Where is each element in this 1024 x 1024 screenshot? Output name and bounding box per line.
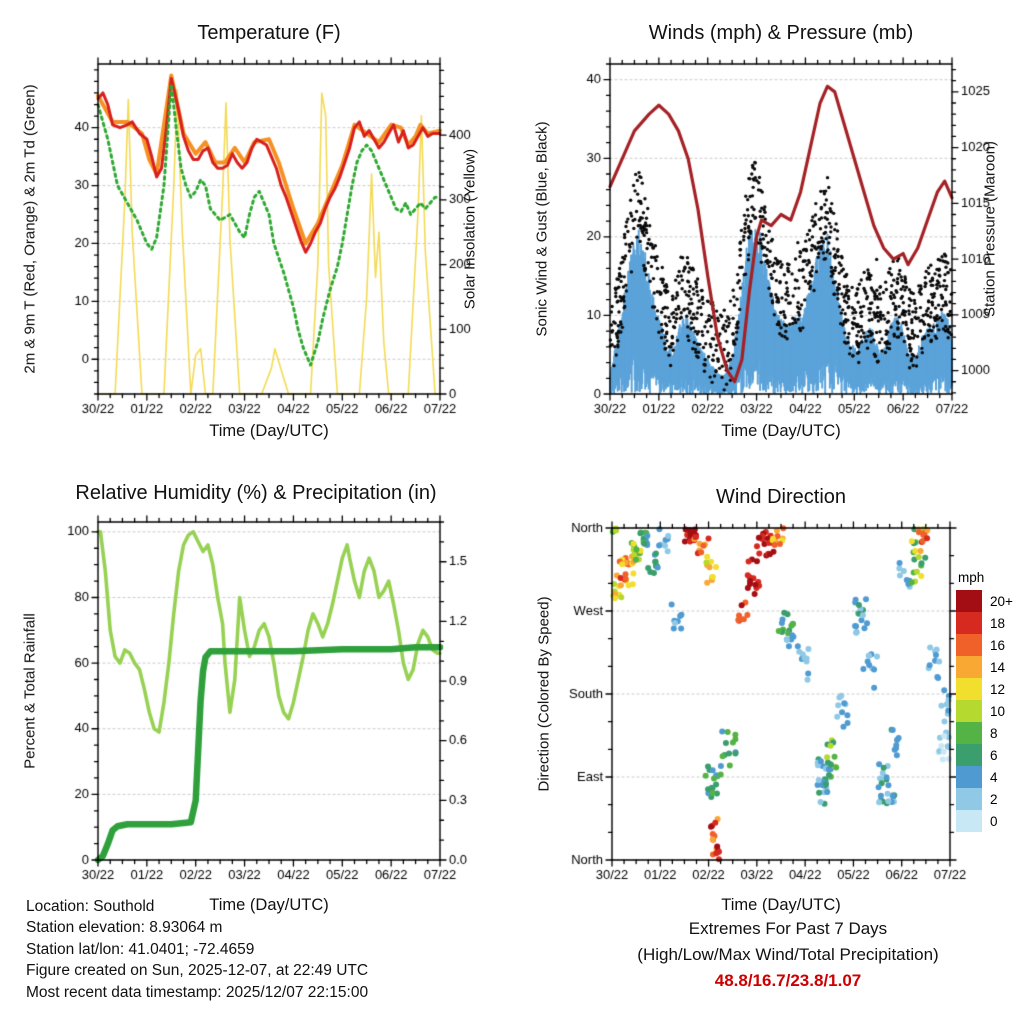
winds-xlabel: Time (Day/UTC) bbox=[721, 422, 841, 440]
colorbar-cell: 0 bbox=[956, 810, 1013, 832]
station-location: Location: Southold bbox=[26, 898, 155, 915]
humidity-ylabel-left: Percent & Total Rainfall bbox=[21, 613, 39, 769]
humidity-precip-panel: Relative Humidity (%) & Precipitation (i… bbox=[8, 474, 504, 936]
speed-colorbar: mph 20+ 18 16 14 12 10 8 6 4 2 0 bbox=[956, 570, 1013, 832]
colorbar-swatch bbox=[956, 612, 982, 634]
colorbar-label: 10 bbox=[990, 703, 1006, 719]
colorbar-swatch bbox=[956, 766, 982, 788]
station-elevation: Station elevation: 8.93064 m bbox=[26, 919, 223, 937]
colorbar-cell: 18 bbox=[956, 612, 1013, 634]
colorbar-swatch bbox=[956, 744, 982, 766]
temperature-chart bbox=[8, 2, 504, 472]
colorbar-swatch bbox=[956, 678, 982, 700]
temperature-ylabel-left: 2m & 9m T (Red, Orange) & 2m Td (Green) bbox=[21, 84, 39, 374]
winds-pressure-chart bbox=[520, 2, 1016, 472]
wind-direction-ylabel-left: Direction (Colored By Speed) bbox=[535, 596, 553, 792]
extremes-values: 48.8/16.7/23.8/1.07 bbox=[714, 971, 862, 990]
station-latlon: Station lat/lon: 41.0401; -72.4659 bbox=[26, 940, 255, 958]
winds-pressure-panel: Winds (mph) & Pressure (mb) Sonic Wind &… bbox=[520, 2, 1016, 472]
colorbar-swatch bbox=[956, 700, 982, 722]
colorbar-swatch bbox=[956, 810, 982, 832]
temperature-ylabel-right: Solar Insolation (Yellow) bbox=[461, 148, 479, 310]
station-info: Location: Southold Station elevation: 8.… bbox=[26, 896, 368, 1003]
colorbar-swatch bbox=[956, 656, 982, 678]
humidity-xlabel: Time (Day/UTC) bbox=[209, 896, 329, 914]
winds-ylabel-right: Station Pressure (Maroon) bbox=[981, 141, 999, 317]
colorbar-cell: 8 bbox=[956, 722, 1013, 744]
temperature-xlabel: Time (Day/UTC) bbox=[209, 422, 329, 440]
extremes-subtitle: (High/Low/Max Wind/Total Precipitation) bbox=[637, 945, 939, 964]
colorbar-cell: 4 bbox=[956, 766, 1013, 788]
wind-direction-panel: Wind Direction Direction (Colored By Spe… bbox=[520, 474, 1016, 936]
humidity-precip-chart bbox=[8, 474, 504, 936]
colorbar-cell: 6 bbox=[956, 744, 1013, 766]
humidity-precip-title: Relative Humidity (%) & Precipitation (i… bbox=[75, 482, 437, 504]
colorbar-label: 12 bbox=[990, 681, 1006, 697]
colorbar-label: 16 bbox=[990, 637, 1006, 653]
colorbar-swatch bbox=[956, 590, 982, 612]
speed-colorbar-cells: 20+ 18 16 14 12 10 8 6 4 2 0 bbox=[956, 590, 1013, 832]
colorbar-label: 20+ bbox=[990, 593, 1013, 609]
colorbar-swatch bbox=[956, 634, 982, 656]
winds-pressure-title: Winds (mph) & Pressure (mb) bbox=[648, 22, 914, 44]
extremes-title: Extremes For Past 7 Days bbox=[688, 919, 888, 938]
colorbar-cell: 16 bbox=[956, 634, 1013, 656]
colorbar-cell: 12 bbox=[956, 678, 1013, 700]
data-timestamp: Most recent data timestamp: 2025/12/07 2… bbox=[26, 983, 369, 1001]
colorbar-label: 0 bbox=[990, 813, 998, 829]
figure-created: Figure created on Sun, 2025-12-07, at 22… bbox=[26, 962, 369, 980]
colorbar-cell: 14 bbox=[956, 656, 1013, 678]
colorbar-label: 8 bbox=[990, 725, 998, 741]
speed-colorbar-title: mph bbox=[958, 570, 985, 585]
extremes-block: Extremes For Past 7 Days (High/Low/Max W… bbox=[560, 916, 1016, 994]
colorbar-label: 4 bbox=[990, 769, 998, 785]
colorbar-swatch bbox=[956, 722, 982, 744]
colorbar-cell: 20+ bbox=[956, 590, 1013, 612]
colorbar-cell: 10 bbox=[956, 700, 1013, 722]
colorbar-label: 2 bbox=[990, 791, 998, 807]
colorbar-swatch bbox=[956, 788, 982, 810]
colorbar-label: 6 bbox=[990, 747, 998, 763]
colorbar-cell: 2 bbox=[956, 788, 1013, 810]
temperature-title: Temperature (F) bbox=[197, 22, 341, 44]
temperature-panel: Temperature (F) 2m & 9m T (Red, Orange) … bbox=[8, 2, 504, 472]
winds-ylabel-left: Sonic Wind & Gust (Blue, Black) bbox=[533, 121, 551, 337]
colorbar-label: 14 bbox=[990, 659, 1006, 675]
wind-direction-title: Wind Direction bbox=[715, 486, 847, 508]
colorbar-label: 18 bbox=[990, 615, 1006, 631]
wind-direction-chart bbox=[520, 474, 1016, 936]
wind-direction-xlabel: Time (Day/UTC) bbox=[721, 896, 841, 914]
